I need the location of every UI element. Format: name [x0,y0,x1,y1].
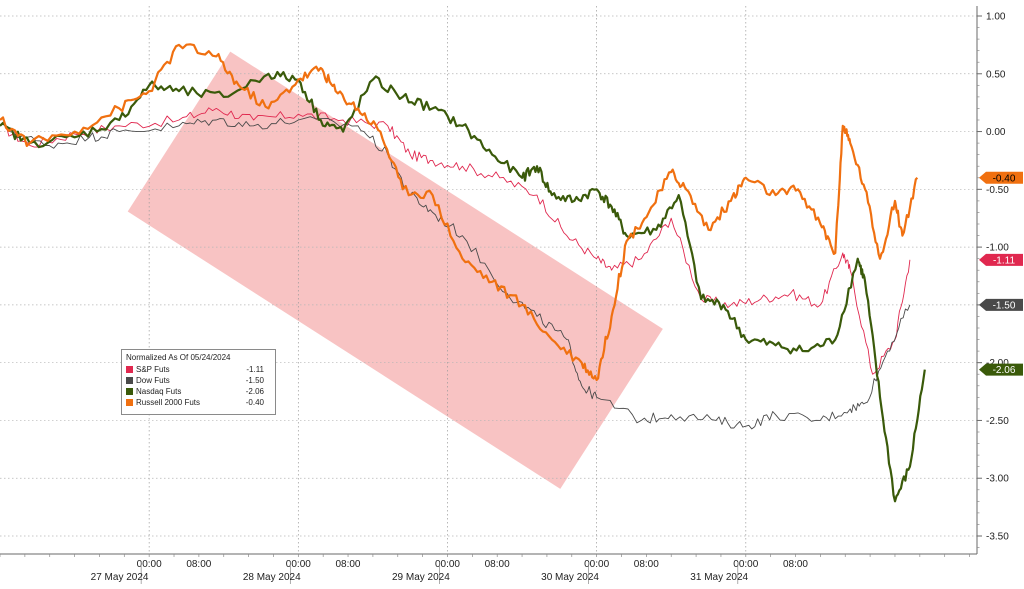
series-line-russell-2000-futs [0,43,919,382]
legend-swatch-russell [126,399,133,406]
x-time-label: 00:00 [435,559,460,570]
end-label-bg [979,253,1023,266]
downtrend-band [127,51,663,489]
x-date-label: 28 May 2024 [243,572,301,583]
x-date-label: 30 May 2024 [541,572,599,583]
y-tick-label: 0.00 [986,127,1006,138]
y-axis: 1.000.500.00-0.50-1.00-1.50-2.00-2.50-3.… [976,6,1009,554]
x-time-label: 00:00 [733,559,758,570]
legend-value-russell: -0.40 [245,398,264,407]
legend-swatch-nasdaq [126,388,133,395]
legend-entry-sp: S&P Futs -1.11 [126,365,272,375]
legend-swatch-dow [126,377,133,384]
end-label-text: -1.11 [993,255,1015,266]
series-line-s-p-futs [0,107,911,375]
end-label: -1.11 [979,253,1023,266]
legend-value-dow: -1.50 [245,376,264,385]
legend-name-dow: Dow Futs [136,376,170,385]
x-time-label: 08:00 [335,559,360,570]
series-line-dow-futs [0,116,911,430]
legend-value-nasdaq: -2.06 [245,387,264,396]
end-label-text: -1.50 [993,300,1016,311]
downtrend-band-shape [127,51,663,489]
x-date-label: 29 May 2024 [392,572,450,583]
legend-title: Normalized As Of 05/24/2024 [126,353,231,362]
legend-entry-russell: Russell 2000 Futs -0.40 [126,398,272,408]
x-time-label: 08:00 [485,559,510,570]
y-tick-label: 1.00 [986,12,1006,23]
legend-name-nasdaq: Nasdaq Futs [136,387,182,396]
x-time-label: 00:00 [286,559,311,570]
end-label: -0.40 [979,171,1023,184]
end-label: -2.06 [979,363,1023,376]
end-label: -1.50 [979,298,1023,311]
x-date-label: 27 May 2024 [91,572,149,583]
legend-entry-dow: Dow Futs -1.50 [126,376,272,386]
x-time-label: 00:00 [584,559,609,570]
x-time-label: 08:00 [634,559,659,570]
legend-entry-nasdaq: Nasdaq Futs -2.06 [126,387,272,397]
y-tick-label: -3.00 [986,474,1009,485]
x-date-label: 31 May 2024 [690,572,748,583]
end-label-text: -0.40 [993,173,1016,184]
legend: Normalized As Of 05/24/2024 S&P Futs -1.… [121,349,276,415]
y-tick-label: -2.50 [986,416,1009,427]
x-time-label: 00:00 [137,559,162,570]
legend-value-sp: -1.11 [246,365,264,374]
y-tick-label: 0.50 [986,69,1006,80]
series-lines [0,43,926,503]
x-axis: 00:00 08:00 00:00 08:00 00:00 08:00 00:00 08:00… [0,553,977,584]
y-tick-label: -3.50 [986,532,1009,543]
y-tick-label: -1.00 [986,243,1009,254]
gridlines [0,6,977,554]
x-time-label: 08:00 [186,559,211,570]
end-label-text: -2.06 [993,365,1016,376]
legend-swatch-sp [126,366,133,373]
y-tick-label: -0.50 [986,185,1009,196]
end-label-bg [979,363,1023,376]
legend-name-russell: Russell 2000 Futs [136,398,201,407]
x-time-label: 08:00 [783,559,808,570]
end-value-labels: -0.40 -1.11 -1.50 -2.06 [979,171,1023,376]
end-label-bg [979,298,1023,311]
legend-name-sp: S&P Futs [136,365,170,374]
end-label-bg [979,171,1023,184]
series-line-nasdaq-futs [0,70,926,503]
